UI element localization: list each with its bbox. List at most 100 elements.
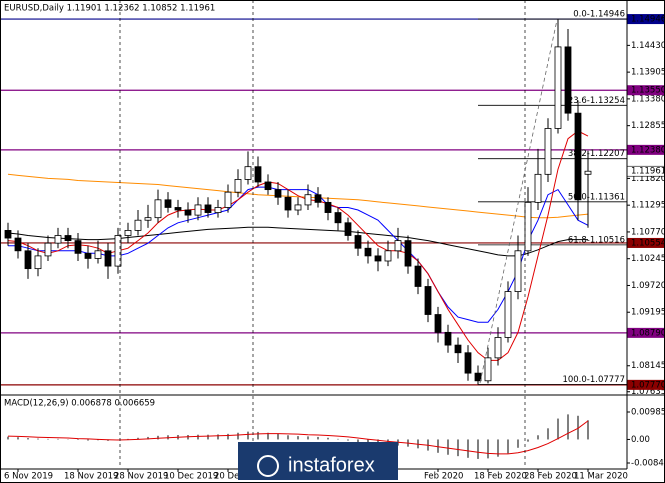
y-tick-label: 1.10245: [631, 254, 665, 264]
level-label: 1.12380: [631, 145, 665, 155]
y-tick-label: 1.11820: [631, 174, 665, 184]
macd-panel: 0.009853 0.00 -0.008459: [7, 408, 665, 469]
y-tick-label: 0.00: [631, 435, 650, 445]
x-tick-label: 18 Nov 2019: [64, 472, 118, 482]
level-label: 1.07770: [631, 380, 665, 390]
level-label: 1.14946: [631, 15, 665, 25]
candle-body: [474, 372, 482, 382]
candle-body: [174, 207, 182, 211]
candle-body: [434, 314, 442, 333]
candle-body: [564, 46, 572, 114]
y-tick-label: 1.09195: [631, 308, 665, 318]
candle-body: [384, 250, 392, 262]
fibo-label: 50.0-1.11361: [568, 192, 625, 202]
candle-body: [154, 199, 162, 219]
candle-body: [534, 173, 542, 203]
watermark-text: instaforex: [288, 454, 375, 476]
candle-body: [374, 255, 382, 262]
y-tick-label: 1.07635: [631, 387, 665, 397]
candle-body: [94, 250, 102, 259]
candle-body: [404, 240, 412, 267]
candle-body: [314, 194, 322, 203]
candle-body: [584, 170, 592, 175]
fibo-label: 0.0-1.14946: [573, 10, 625, 20]
candle-body: [554, 46, 562, 129]
candle-body: [484, 357, 492, 382]
level-label-box: [627, 85, 665, 96]
y-tick-label: 1.11295: [631, 201, 665, 211]
fibo-label: 61.8-1.10516: [568, 235, 625, 245]
y-tick-label: 1.13380: [631, 94, 665, 104]
chart-title: EURUSD,Daily 1.11901 1.12362 1.10852 1.1…: [4, 4, 215, 14]
candle-body: [214, 207, 222, 213]
watermark-box: [238, 442, 398, 480]
candle-body: [444, 331, 452, 346]
candle-body: [124, 230, 132, 236]
y-tick-label: 1.09720: [631, 281, 665, 291]
x-tick-label: 28 Feb 2020: [524, 472, 577, 482]
x-tick-label: 28 Nov 2019: [114, 472, 168, 482]
candle-body: [454, 344, 462, 354]
y-tick-label: 1.08145: [631, 361, 665, 371]
candle-body: [414, 265, 422, 287]
candle-body: [84, 252, 92, 259]
y-tick-label: 1.13905: [631, 68, 665, 78]
x-tick-label: Feb 2020: [424, 472, 463, 482]
candle-body: [34, 255, 42, 270]
candle-body: [194, 204, 202, 216]
y-tick-label: 1.14430: [631, 41, 665, 51]
candle-body: [274, 189, 282, 198]
y-tick-label: -0.008459: [631, 459, 665, 469]
candle-body: [504, 291, 512, 338]
candle-body: [184, 209, 192, 216]
candle-body: [144, 217, 152, 221]
level-label-box: [627, 379, 665, 390]
level-label: 1.08790: [631, 328, 665, 338]
fibo-label: 38.2-1.12207: [568, 149, 625, 159]
indicator-line: [7, 173, 589, 219]
y-tick-label: 1.10770: [631, 227, 665, 237]
candle-body: [44, 242, 52, 257]
candle-body: [114, 235, 122, 267]
fibo-label: 23.6-1.13254: [568, 96, 625, 106]
x-tick-label: 11 Mar 2020: [574, 472, 628, 482]
candle-body: [24, 250, 32, 270]
candle-body: [544, 128, 552, 175]
candle-body: [264, 181, 272, 191]
macd-title: MACD(12,26,9) 0.006878 0.006659: [4, 399, 155, 409]
candle-body: [574, 112, 582, 201]
candle-body: [254, 166, 262, 183]
candle-body: [104, 250, 112, 267]
indicator-line: [7, 226, 588, 257]
candle-body: [54, 235, 62, 244]
candle-body: [494, 337, 502, 359]
candle-body: [74, 240, 82, 254]
level-label-box: [627, 144, 665, 155]
watermark: instaforex: [238, 442, 398, 480]
candle-body: [364, 247, 372, 257]
candle-body: [334, 212, 342, 224]
candle-body: [354, 235, 362, 249]
candle-body: [204, 204, 212, 213]
candle-body: [514, 250, 522, 292]
candle-body: [344, 222, 352, 236]
candle-body: [4, 230, 12, 239]
candle-body: [394, 240, 402, 252]
signal-line: [7, 420, 589, 455]
price-panel: 1.14430 1.13905 1.13380 1.12855 1.11820 1.112…: [0, 10, 665, 482]
candle-body: [224, 191, 232, 208]
candle-body: [244, 166, 252, 180]
candle-body: [324, 201, 332, 213]
y-tick-label: 0.009853: [631, 408, 665, 418]
candle-body: [64, 235, 72, 242]
candle-body: [134, 219, 142, 231]
fibo-trendline: [479, 19, 558, 384]
level-label-box: [627, 14, 665, 25]
level-label: 1.10554: [631, 238, 665, 248]
level-label: 1.13550: [631, 86, 665, 96]
y-tick-label: 1.12855: [631, 121, 665, 131]
x-tick-label: 18 Feb 2020: [474, 472, 527, 482]
last-price-label: 1.11961: [631, 167, 665, 177]
